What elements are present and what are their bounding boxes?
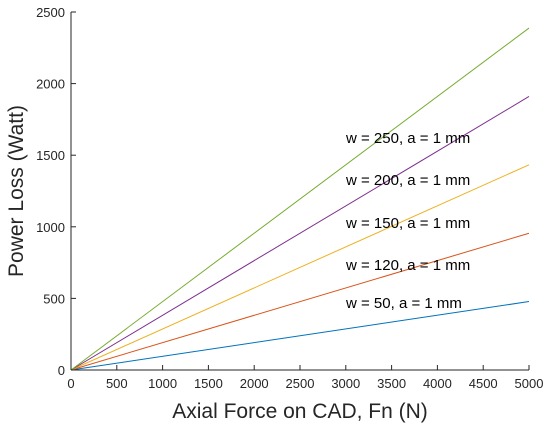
series-annotation: w = 200, a = 1 mm (345, 172, 470, 189)
series-line-2 (70, 164, 530, 371)
series-line-0 (70, 301, 530, 371)
series-line-1 (70, 232, 530, 371)
y-axis-title: Power Loss (Watt) (5, 105, 28, 277)
axes-layer (70, 12, 529, 371)
x-tick-label: 3000 (331, 376, 360, 391)
x-tick-label: 4500 (469, 376, 498, 391)
series-line-3 (70, 96, 530, 371)
series-annotation: w = 150, a = 1 mm (345, 215, 470, 232)
x-tick-label: 3500 (377, 376, 406, 391)
x-tick-label: 1500 (194, 376, 223, 391)
x-tick-label: 500 (106, 376, 128, 391)
y-tick-label: 2500 (36, 5, 65, 20)
x-tick-label: 0 (67, 376, 74, 391)
x-tick-label: 2000 (240, 376, 269, 391)
series-layer (70, 27, 530, 371)
annotations-layer: w = 50, a = 1 mm w = 120, a = 1 mm w = 150… (345, 130, 470, 312)
y-tick-label: 2000 (36, 77, 65, 92)
series-annotation: w = 120, a = 1 mm (345, 257, 470, 274)
x-tick-label: 4000 (423, 376, 452, 391)
ticks-layer: 0 500 1000 1500 2000 2500 3000 3500 4000 4500 5000… (36, 5, 543, 391)
series-line-4 (70, 27, 530, 371)
x-tick-label: 2500 (286, 376, 315, 391)
x-tick-label: 1000 (148, 376, 177, 391)
y-tick-label: 0 (58, 363, 65, 378)
series-annotation: w = 250, a = 1 mm (345, 130, 470, 147)
y-tick-label: 1500 (36, 148, 65, 163)
x-axis-title: Axial Force on CAD, Fn (N) (172, 400, 428, 423)
x-tick-label: 5000 (515, 376, 544, 391)
y-tick-label: 1000 (36, 220, 65, 235)
series-annotation: w = 50, a = 1 mm (345, 295, 462, 312)
y-tick-label: 500 (43, 291, 65, 306)
